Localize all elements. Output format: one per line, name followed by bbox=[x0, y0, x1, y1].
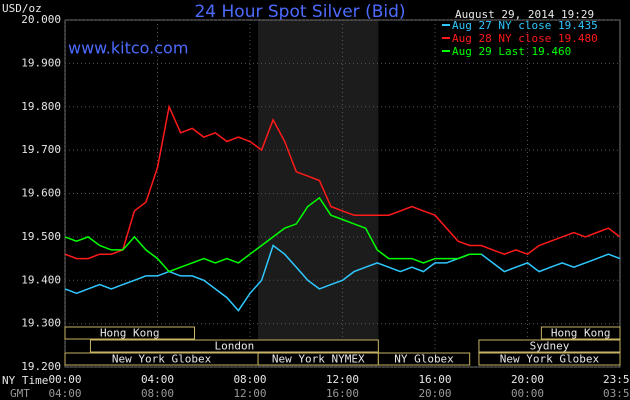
session-bar bbox=[377, 352, 471, 366]
shaded-session bbox=[258, 20, 379, 367]
session-label: NY Globex bbox=[394, 353, 454, 366]
series-line bbox=[64, 244, 621, 312]
y-tick-label: 19.700 bbox=[21, 143, 61, 156]
y-tick-label: 19.800 bbox=[21, 100, 61, 113]
legend-swatch bbox=[442, 37, 450, 39]
x-tick-label: 23:59 bbox=[603, 373, 630, 386]
x2-tick-label: 20:00 bbox=[418, 387, 451, 400]
x-tick-label: 20:00 bbox=[511, 373, 544, 386]
y-tick-label: 19.500 bbox=[21, 230, 61, 243]
series-line bbox=[64, 196, 482, 273]
session-bar bbox=[478, 352, 621, 366]
legend-label: Aug 29 Last 19.460 bbox=[452, 45, 571, 58]
session-bar bbox=[478, 339, 621, 353]
y-tick-label: 20.000 bbox=[21, 13, 61, 26]
y-tick-label: 19.900 bbox=[21, 56, 61, 69]
session-label: Hong Kong bbox=[100, 327, 160, 340]
y-unit: USD/oz bbox=[2, 2, 42, 15]
legend-label: Aug 28 NY close 19.480 bbox=[452, 32, 598, 45]
legend-swatch bbox=[442, 24, 450, 26]
session-label: London bbox=[215, 340, 255, 353]
x2-tick-label: 00:00 bbox=[511, 387, 544, 400]
session-label: New York NYMEX bbox=[272, 353, 365, 366]
x-tick-label: 08:00 bbox=[233, 373, 266, 386]
session-bar bbox=[540, 326, 621, 340]
x-tick-label: 16:00 bbox=[418, 373, 451, 386]
x-tick-label: 04:00 bbox=[141, 373, 174, 386]
x-tick-label: 00:00 bbox=[48, 373, 81, 386]
session-label: Sydney bbox=[530, 340, 570, 353]
x-row-label: NY Time bbox=[2, 374, 48, 387]
y-tick-label: 19.200 bbox=[21, 360, 61, 373]
legend-swatch bbox=[442, 50, 450, 52]
session-bar bbox=[64, 326, 195, 340]
site: www.kitco.com bbox=[68, 39, 188, 58]
y-tick-label: 19.400 bbox=[21, 273, 61, 286]
timestamp: August 29, 2014 19:29 bbox=[455, 8, 594, 21]
x2-tick-label: 04:00 bbox=[48, 387, 81, 400]
series-line bbox=[64, 104, 621, 260]
y-tick-label: 19.300 bbox=[21, 317, 61, 330]
x2-tick-label: 03:59 bbox=[603, 387, 630, 400]
legend-label: Aug 27 NY close 19.435 bbox=[452, 19, 598, 32]
session-label: New York Globex bbox=[500, 353, 600, 366]
session-label: Hong Kong bbox=[551, 327, 611, 340]
y-tick-label: 19.600 bbox=[21, 187, 61, 200]
session-bar bbox=[89, 339, 379, 353]
x2-row-label: GMT bbox=[10, 387, 30, 400]
x2-tick-label: 08:00 bbox=[141, 387, 174, 400]
chart-title: 24 Hour Spot Silver (Bid) bbox=[194, 2, 405, 22]
x2-tick-label: 16:00 bbox=[326, 387, 359, 400]
x-tick-label: 12:00 bbox=[326, 373, 359, 386]
x2-tick-label: 12:00 bbox=[233, 387, 266, 400]
session-label: New York Globex bbox=[112, 353, 212, 366]
